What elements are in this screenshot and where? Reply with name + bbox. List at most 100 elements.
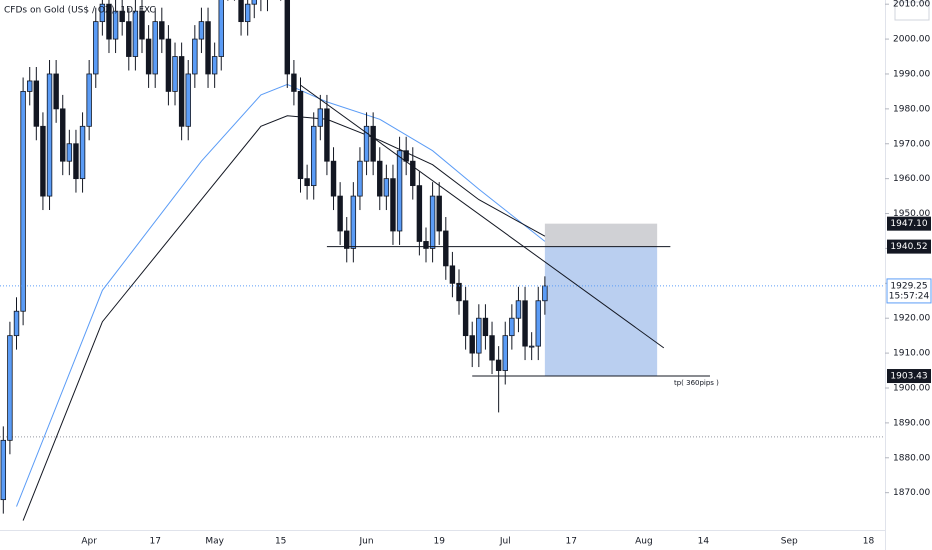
x-tick-label: 14: [698, 537, 710, 547]
candle-body: [172, 56, 178, 92]
candle-body: [139, 10, 145, 40]
x-tick-label: Aug: [635, 537, 653, 547]
candle-body: [436, 195, 442, 232]
last-price-label: 1929.25: [890, 281, 927, 291]
candle-body: [40, 125, 46, 197]
y-tick-label: 1880.00: [893, 453, 930, 463]
candle-body: [515, 300, 522, 319]
y-tick-label: 1960.00: [893, 174, 930, 184]
candle-body: [509, 317, 515, 337]
price-tag: [887, 369, 931, 384]
x-tick-label: Apr: [81, 537, 97, 547]
candle-body: [337, 195, 343, 232]
candle-body: [119, 10, 125, 23]
candle-body: [456, 282, 462, 302]
x-tick-label: 18: [863, 537, 875, 547]
price-tag: [887, 216, 931, 231]
candle-body: [324, 108, 330, 162]
candle-body: [410, 160, 416, 187]
candle-body: [284, 0, 291, 75]
candle-body: [363, 125, 370, 162]
candle-body: [53, 73, 59, 110]
candle-body: [60, 108, 66, 162]
candle-body: [522, 300, 528, 347]
candle-body: [416, 185, 423, 242]
candle-body: [178, 56, 185, 127]
candle-body: [535, 300, 541, 347]
candle-body: [291, 73, 297, 92]
candle-body: [423, 241, 429, 249]
candle-body: [297, 91, 304, 180]
x-tick-label: Jun: [359, 537, 374, 547]
annotation: tp( 360pips ): [674, 379, 719, 387]
candle-body: [528, 345, 535, 348]
y-tick-label: 2010.00: [893, 0, 930, 10]
plot-area: [0, 0, 885, 521]
y-tick-label: 1990.00: [893, 69, 930, 79]
y-tick-label: 1910.00: [893, 349, 930, 359]
candle-body: [192, 38, 198, 75]
y-tick-label: 1920.00: [893, 314, 930, 324]
candle-body: [304, 178, 310, 187]
candle-body: [205, 21, 211, 75]
candle-body: [476, 317, 482, 354]
price-tag-label: 1940.52: [890, 242, 927, 252]
candle-body: [159, 21, 165, 40]
candle-body: [211, 56, 218, 75]
candle-body: [244, 3, 251, 23]
candle-body: [198, 21, 205, 40]
stop-zone: [544, 223, 658, 247]
candle-body: [99, 3, 106, 23]
candle-body: [462, 300, 469, 337]
candle-body: [482, 317, 489, 337]
candle-body: [86, 73, 92, 127]
candle-body: [238, 0, 244, 23]
candle-body: [469, 335, 475, 354]
candle-body: [20, 91, 26, 312]
x-tick-label: 15: [275, 537, 286, 547]
candle-body: [344, 230, 350, 249]
moving-average: [16, 83, 546, 507]
candle-body: [33, 80, 40, 127]
last-price-tag: [886, 278, 932, 304]
candle-body: [330, 160, 337, 197]
candle-body: [165, 38, 172, 92]
candle-body: [7, 335, 13, 441]
candle-body: [357, 160, 363, 197]
y-tick-label: 1980.00: [893, 104, 930, 114]
candle-body: [350, 195, 357, 249]
y-tick-label: 1950.00: [893, 209, 930, 219]
settings-box[interactable]: [894, 1, 930, 21]
price-tag-label: 1947.10: [890, 219, 927, 229]
candle-body: [46, 73, 53, 197]
candle-body: [495, 359, 502, 371]
candle-body: [317, 108, 324, 127]
candle-body: [429, 195, 436, 249]
candle-body: [126, 21, 132, 57]
target-zone: [544, 246, 658, 377]
candle-body: [377, 160, 383, 197]
x-tick-label: 17: [566, 537, 577, 547]
candle-body: [0, 439, 7, 501]
x-tick-label: 17: [149, 537, 160, 547]
candle-body: [489, 335, 495, 361]
candle-body: [106, 3, 112, 40]
candle-body: [542, 285, 548, 302]
candle-body: [93, 21, 99, 75]
candle-body: [403, 150, 409, 162]
x-tick-label: 19: [433, 537, 445, 547]
candle-body: [396, 150, 403, 232]
x-tick-label: Jul: [499, 537, 511, 547]
candle-body: [449, 265, 456, 284]
y-tick-label: 1900.00: [893, 383, 930, 393]
candle-body: [27, 80, 33, 92]
y-tick-label: 1890.00: [893, 418, 930, 428]
x-tick-label: May: [205, 537, 224, 547]
candle-body: [73, 143, 79, 180]
candle-body: [311, 125, 317, 187]
candle-body: [112, 10, 119, 40]
candle-body: [502, 335, 508, 371]
y-tick-label: 1870.00: [893, 488, 930, 498]
candle-body: [79, 125, 86, 180]
